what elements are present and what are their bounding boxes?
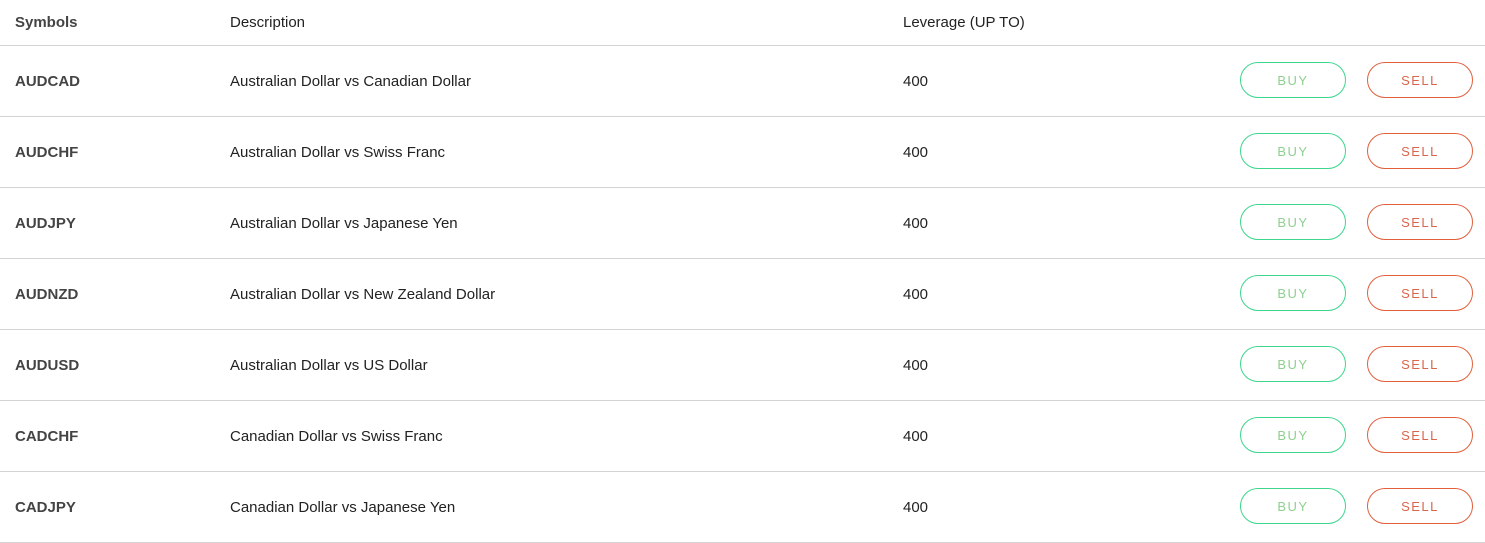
sell-button[interactable]: SELL xyxy=(1367,133,1473,169)
header-leverage: Leverage (UP TO) xyxy=(903,14,1025,31)
symbol: AUDUSD xyxy=(15,356,80,374)
description: Canadian Dollar vs Japanese Yen xyxy=(230,498,456,516)
buy-button[interactable]: BUY xyxy=(1240,346,1346,382)
table-row: AUDJPY Australian Dollar vs Japanese Yen 4… xyxy=(0,188,1485,259)
leverage: 400 xyxy=(903,427,929,445)
symbol: AUDNZD xyxy=(15,285,79,303)
description: Australian Dollar vs New Zealand Dollar xyxy=(230,285,496,303)
leverage: 400 xyxy=(903,356,929,374)
buy-button[interactable]: BUY xyxy=(1240,275,1346,311)
header-symbols: Symbols xyxy=(15,14,78,31)
sell-button[interactable]: SELL xyxy=(1367,204,1473,240)
table-row: AUDUSD Australian Dollar vs US Dollar 400 B… xyxy=(0,330,1485,401)
sell-button[interactable]: SELL xyxy=(1367,346,1473,382)
sell-button[interactable]: SELL xyxy=(1367,417,1473,453)
buy-button[interactable]: BUY xyxy=(1240,62,1346,98)
leverage: 400 xyxy=(903,214,929,232)
description: Australian Dollar vs Swiss Franc xyxy=(230,143,446,161)
leverage: 400 xyxy=(903,498,929,516)
table-row: CADCHF Canadian Dollar vs Swiss Franc 400 B… xyxy=(0,401,1485,472)
buy-button[interactable]: BUY xyxy=(1240,417,1346,453)
header-description: Description xyxy=(230,14,306,31)
symbol: AUDCAD xyxy=(15,72,80,90)
symbol: AUDCHF xyxy=(15,143,79,161)
description: Australian Dollar vs Canadian Dollar xyxy=(230,72,471,90)
leverage: 400 xyxy=(903,143,929,161)
sell-button[interactable]: SELL xyxy=(1367,62,1473,98)
table-row: CADJPY Canadian Dollar vs Japanese Yen 400… xyxy=(0,472,1485,543)
table-row: AUDCAD Australian Dollar vs Canadian Doll… xyxy=(0,46,1485,117)
buy-button[interactable]: BUY xyxy=(1240,133,1346,169)
buy-button[interactable]: BUY xyxy=(1240,488,1346,524)
description: Canadian Dollar vs Swiss Franc xyxy=(230,427,443,445)
symbol: AUDJPY xyxy=(15,214,76,232)
leverage: 400 xyxy=(903,285,929,303)
symbol: CADCHF xyxy=(15,427,79,445)
table-row: AUDNZD Australian Dollar vs New Zealand D… xyxy=(0,259,1485,330)
sell-button[interactable]: SELL xyxy=(1367,275,1473,311)
description: Australian Dollar vs Japanese Yen xyxy=(230,214,458,232)
table-header: Symbols Description Leverage (UP TO) xyxy=(0,0,1485,46)
sell-button[interactable]: SELL xyxy=(1367,488,1473,524)
symbol: CADJPY xyxy=(15,498,76,516)
description: Australian Dollar vs US Dollar xyxy=(230,356,428,374)
buy-button[interactable]: BUY xyxy=(1240,204,1346,240)
table-row: AUDCHF Australian Dollar vs Swiss Franc 40… xyxy=(0,117,1485,188)
leverage: 400 xyxy=(903,72,929,90)
